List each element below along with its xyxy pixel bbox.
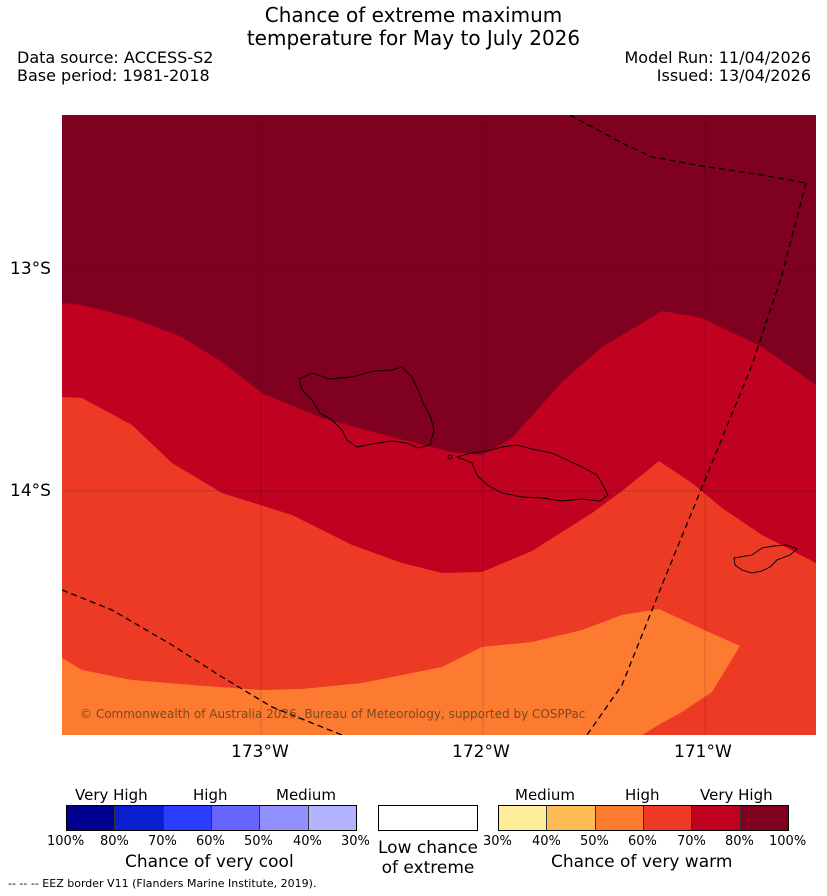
cool-swatch-6 <box>308 806 356 830</box>
data-source: Data source: ACCESS-S2 <box>17 48 214 67</box>
warm-tick-100: 100% <box>769 834 807 849</box>
cool-tick-80: 80% <box>100 834 129 849</box>
warm-swatch-6 <box>740 806 788 830</box>
lat-label-13s: 13°S <box>10 259 51 279</box>
warm-tick-60: 60% <box>628 834 657 849</box>
lat-label-14s: 14°S <box>10 481 51 501</box>
warm-tick-40: 40% <box>532 834 561 849</box>
warm-tick-80: 80% <box>725 834 754 849</box>
warm-swatch-5 <box>692 806 741 830</box>
cool-category-very-high: Very High <box>75 786 148 804</box>
warm-tick-70: 70% <box>677 834 706 849</box>
cool-category-high: High <box>193 786 228 804</box>
manono-island <box>447 454 453 460</box>
warm-legend-title: Chance of very warm <box>551 852 733 872</box>
cool-swatch-4 <box>211 806 261 830</box>
band-50-60 <box>62 609 740 735</box>
eez-footnote: -- -- -- EEZ border V11 (Flanders Marine… <box>8 877 317 890</box>
cool-swatch-2 <box>115 806 164 830</box>
lon-label-173w: 173°W <box>231 742 289 762</box>
warm-category-high: High <box>625 786 660 804</box>
map-title-line-2: temperature for May to July 2026 <box>246 26 581 50</box>
cool-colorbar <box>66 805 357 831</box>
warm-colorbar <box>498 805 789 831</box>
forecast-map <box>62 115 816 735</box>
cool-tick-30: 30% <box>341 834 370 849</box>
cool-swatch-5 <box>260 806 309 830</box>
model-run: Model Run: 11/04/2026 <box>624 48 812 67</box>
cool-tick-40: 40% <box>293 834 322 849</box>
cool-swatch-1 <box>67 806 116 830</box>
tutuila-island <box>733 544 798 574</box>
lon-label-171w: 171°W <box>674 742 732 762</box>
warm-swatch-1 <box>499 806 548 830</box>
map-title-line-1: Chance of extreme maximum <box>264 3 563 27</box>
copyright-notice: © Commonwealth of Australia 2026, Bureau… <box>80 707 586 721</box>
warm-swatch-2 <box>547 806 596 830</box>
eez-border-west <box>62 589 343 735</box>
low-chance-label: Low chance of extreme <box>366 838 490 878</box>
cool-tick-60: 60% <box>196 834 225 849</box>
map-canvas <box>62 115 816 735</box>
eez-border-east <box>586 182 807 735</box>
low-chance-line-2: of extreme <box>381 858 475 878</box>
cool-tick-50: 50% <box>244 834 273 849</box>
warm-category-very-high: Very High <box>700 786 773 804</box>
cool-swatch-3 <box>163 806 212 830</box>
warm-swatch-4 <box>643 806 693 830</box>
low-chance-line-1: Low chance <box>378 838 478 858</box>
warm-tick-30: 30% <box>483 834 512 849</box>
warm-tick-50: 50% <box>580 834 609 849</box>
cool-tick-70: 70% <box>148 834 177 849</box>
upolu-island <box>455 444 609 502</box>
issued-date: Issued: 13/04/2026 <box>656 66 811 85</box>
cool-legend-title: Chance of very cool <box>125 852 294 872</box>
base-period: Base period: 1981-2018 <box>17 66 210 85</box>
low-chance-swatch <box>378 805 478 831</box>
savaii-island <box>298 366 435 449</box>
eez-border-north <box>569 115 807 184</box>
warm-category-medium: Medium <box>515 786 575 804</box>
lon-label-172w: 172°W <box>452 742 510 762</box>
cool-tick-100: 100% <box>47 834 85 849</box>
warm-swatch-3 <box>595 806 644 830</box>
cool-category-medium: Medium <box>276 786 336 804</box>
